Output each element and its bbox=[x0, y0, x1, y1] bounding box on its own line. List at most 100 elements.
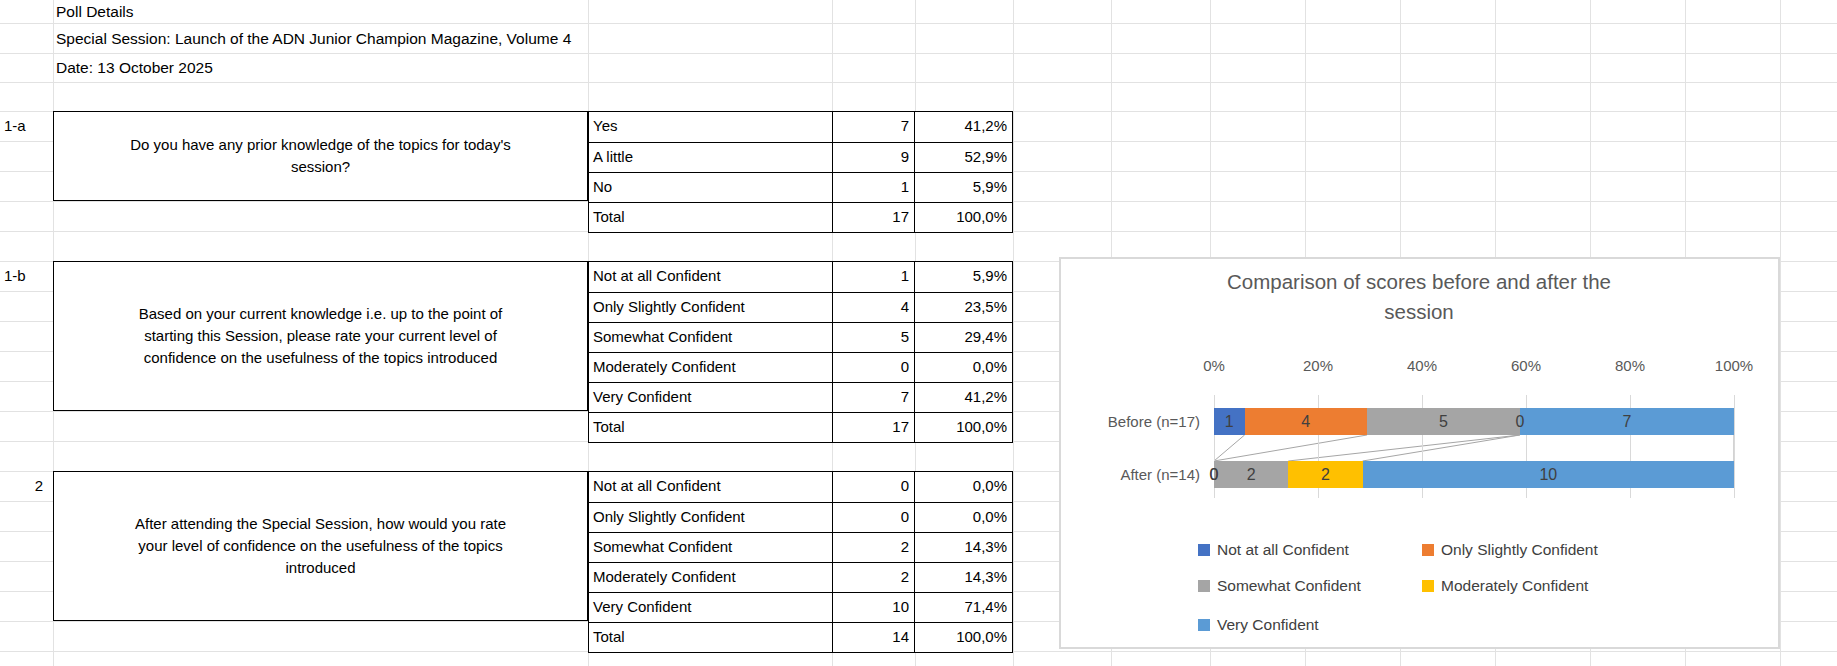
count-cell[interactable]: 4 bbox=[832, 293, 914, 322]
table-row: Somewhat Confident529,4% bbox=[589, 322, 1012, 352]
percent-cell[interactable]: 5,9% bbox=[914, 262, 1012, 292]
table-row: Only Slightly Confident423,5% bbox=[589, 292, 1012, 322]
x-axis-tick-label: 0% bbox=[1184, 357, 1244, 375]
table-row: A little952,9% bbox=[589, 142, 1012, 172]
percent-cell[interactable]: 14,3% bbox=[914, 563, 1012, 592]
answer-label-cell[interactable]: Moderately Confident bbox=[589, 353, 832, 382]
answer-label-cell[interactable]: Very Confident bbox=[589, 593, 832, 622]
answer-label-cell[interactable]: Only Slightly Confident bbox=[589, 503, 832, 532]
gridline bbox=[0, 82, 1837, 83]
answer-label-cell[interactable]: Somewhat Confident bbox=[589, 323, 832, 352]
legend-swatch-icon bbox=[1198, 544, 1210, 556]
percent-cell[interactable]: 71,4% bbox=[914, 593, 1012, 622]
legend-swatch-icon bbox=[1422, 580, 1434, 592]
legend-swatch-icon bbox=[1198, 619, 1210, 631]
percent-cell[interactable]: 100,0% bbox=[914, 203, 1012, 232]
answer-label-cell[interactable]: Moderately Confident bbox=[589, 563, 832, 592]
chart-title: Comparison of scores before and after th… bbox=[1194, 267, 1644, 327]
table-row: Only Slightly Confident00,0% bbox=[589, 502, 1012, 532]
comparison-chart[interactable]: Comparison of scores before and after th… bbox=[1059, 257, 1780, 649]
count-cell[interactable]: 2 bbox=[832, 563, 914, 592]
question-cell-1a[interactable]: Do you have any prior knowledge of the t… bbox=[53, 111, 588, 201]
percent-cell[interactable]: 14,3% bbox=[914, 533, 1012, 562]
x-axis-tick-label: 20% bbox=[1288, 357, 1348, 375]
poll-details-cell[interactable]: Poll Details bbox=[56, 2, 134, 22]
answer-label-cell[interactable]: Total bbox=[589, 413, 832, 442]
table-row: Not at all Confident00,0% bbox=[589, 472, 1012, 502]
percent-cell[interactable]: 0,0% bbox=[914, 353, 1012, 382]
percent-cell[interactable]: 0,0% bbox=[914, 472, 1012, 502]
percent-cell[interactable]: 100,0% bbox=[914, 623, 1012, 652]
answer-label-cell[interactable]: Total bbox=[589, 623, 832, 652]
data-label: 2 bbox=[1231, 461, 1271, 488]
data-label: 5 bbox=[1423, 408, 1463, 435]
legend-label[interactable]: Moderately Confident bbox=[1441, 578, 1588, 594]
legend-label[interactable]: Somewhat Confident bbox=[1217, 578, 1361, 594]
answer-label-cell[interactable]: Total bbox=[589, 203, 832, 232]
section-label-1a: 1-a bbox=[4, 117, 50, 134]
x-axis-tick-label: 80% bbox=[1600, 357, 1660, 375]
legend-label[interactable]: Not at all Confident bbox=[1217, 542, 1349, 558]
data-label: 4 bbox=[1286, 408, 1326, 435]
gridline bbox=[0, 23, 1837, 24]
answer-label-cell[interactable]: Not at all Confident bbox=[589, 262, 832, 292]
count-cell[interactable]: 14 bbox=[832, 623, 914, 652]
question-cell-1b[interactable]: Based on your current knowledge i.e. up … bbox=[53, 261, 588, 411]
answer-table-1b: Not at all Confident15,9%Only Slightly C… bbox=[588, 261, 1013, 443]
table-row: Yes741,2% bbox=[589, 112, 1012, 142]
count-cell[interactable]: 10 bbox=[832, 593, 914, 622]
table-row: Total17100,0% bbox=[589, 202, 1012, 232]
count-cell[interactable]: 9 bbox=[832, 143, 914, 172]
count-cell[interactable]: 17 bbox=[832, 413, 914, 442]
question-cell-2[interactable]: After attending the Special Session, how… bbox=[53, 471, 588, 621]
data-label: 0 bbox=[1500, 408, 1540, 435]
answer-label-cell[interactable]: Somewhat Confident bbox=[589, 533, 832, 562]
percent-cell[interactable]: 41,2% bbox=[914, 112, 1012, 142]
count-cell[interactable]: 5 bbox=[832, 323, 914, 352]
percent-cell[interactable]: 5,9% bbox=[914, 173, 1012, 202]
percent-cell[interactable]: 52,9% bbox=[914, 143, 1012, 172]
legend-swatch-icon bbox=[1198, 580, 1210, 592]
answer-label-cell[interactable]: Not at all Confident bbox=[589, 472, 832, 502]
section-label-2: 2 bbox=[0, 477, 43, 494]
data-label: 0 bbox=[1194, 461, 1234, 488]
percent-cell[interactable]: 29,4% bbox=[914, 323, 1012, 352]
data-label: 1 bbox=[1209, 408, 1249, 435]
table-row: Total17100,0% bbox=[589, 412, 1012, 442]
percent-cell[interactable]: 41,2% bbox=[914, 383, 1012, 412]
percent-cell[interactable]: 0,0% bbox=[914, 503, 1012, 532]
x-axis-tick-label: 100% bbox=[1704, 357, 1764, 375]
answer-label-cell[interactable]: A little bbox=[589, 143, 832, 172]
count-cell[interactable]: 17 bbox=[832, 203, 914, 232]
count-cell[interactable]: 0 bbox=[832, 503, 914, 532]
table-row: Moderately Confident214,3% bbox=[589, 562, 1012, 592]
category-label: After (n=14) bbox=[1061, 461, 1200, 488]
table-row: Somewhat Confident214,3% bbox=[589, 532, 1012, 562]
count-cell[interactable]: 2 bbox=[832, 533, 914, 562]
percent-cell[interactable]: 100,0% bbox=[914, 413, 1012, 442]
answer-table-1a: Yes741,2%A little952,9%No15,9%Total17100… bbox=[588, 111, 1013, 233]
table-row: Very Confident1071,4% bbox=[589, 592, 1012, 622]
count-cell[interactable]: 7 bbox=[832, 383, 914, 412]
count-cell[interactable]: 0 bbox=[832, 353, 914, 382]
count-cell[interactable]: 0 bbox=[832, 472, 914, 502]
gridline bbox=[1780, 0, 1781, 666]
session-title-cell[interactable]: Special Session: Launch of the ADN Junio… bbox=[56, 25, 571, 52]
percent-cell[interactable]: 23,5% bbox=[914, 293, 1012, 322]
count-cell[interactable]: 7 bbox=[832, 112, 914, 142]
answer-label-cell[interactable]: Yes bbox=[589, 112, 832, 142]
table-row: Very Confident741,2% bbox=[589, 382, 1012, 412]
category-label: Before (n=17) bbox=[1061, 408, 1200, 435]
date-cell[interactable]: Date: 13 October 2025 bbox=[56, 55, 213, 81]
legend-label[interactable]: Very Confident bbox=[1217, 617, 1319, 633]
answer-label-cell[interactable]: Only Slightly Confident bbox=[589, 293, 832, 322]
table-row: No15,9% bbox=[589, 172, 1012, 202]
data-label: 2 bbox=[1305, 461, 1345, 488]
legend-label[interactable]: Only Slightly Confident bbox=[1441, 542, 1598, 558]
count-cell[interactable]: 1 bbox=[832, 173, 914, 202]
count-cell[interactable]: 1 bbox=[832, 262, 914, 292]
answer-label-cell[interactable]: Very Confident bbox=[589, 383, 832, 412]
answer-label-cell[interactable]: No bbox=[589, 173, 832, 202]
table-row: Moderately Confident00,0% bbox=[589, 352, 1012, 382]
answer-table-2: Not at all Confident00,0%Only Slightly C… bbox=[588, 471, 1013, 653]
